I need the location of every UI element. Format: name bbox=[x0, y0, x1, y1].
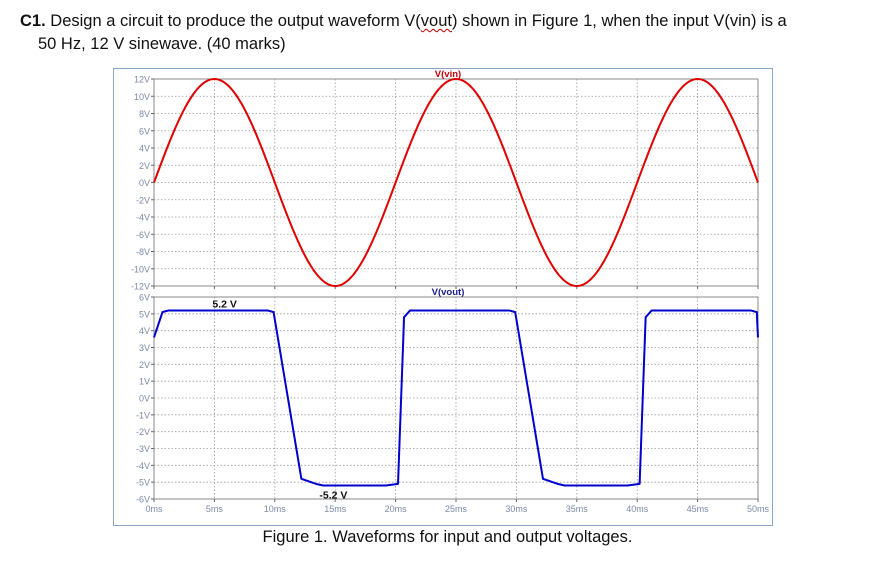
y-tick-label: 4V bbox=[139, 326, 150, 336]
y-tick-label: -6V bbox=[136, 495, 150, 505]
annotation-trough-label: -5.2 V bbox=[319, 490, 347, 502]
y-tick-label: -2V bbox=[136, 195, 150, 205]
y-tick-label: 4V bbox=[139, 144, 150, 154]
y-tick-label: -2V bbox=[136, 427, 150, 437]
x-tick-label: 25ms bbox=[445, 504, 468, 514]
y-tick-label: 5V bbox=[139, 309, 150, 319]
y-tick-label: 10V bbox=[134, 92, 150, 102]
figure-caption: Figure 1. Waveforms for input and output… bbox=[262, 528, 633, 546]
question-line2: 50 Hz, 12 V sinewave. (40 marks) bbox=[38, 35, 286, 53]
y-tick-label: 2V bbox=[139, 360, 150, 370]
x-tick-label: 40ms bbox=[626, 504, 649, 514]
y-tick-label: -10V bbox=[131, 264, 150, 274]
x-tick-label: 5ms bbox=[206, 504, 224, 514]
y-tick-label: -4V bbox=[136, 461, 150, 471]
y-tick-label: -8V bbox=[136, 247, 150, 257]
x-tick-label: 35ms bbox=[566, 504, 589, 514]
question-number: C1. bbox=[20, 12, 46, 30]
y-tick-label: -4V bbox=[136, 213, 150, 223]
y-tick-label: -6V bbox=[136, 230, 150, 240]
y-tick-label: 6V bbox=[139, 293, 150, 303]
x-tick-label: 15ms bbox=[324, 504, 347, 514]
waveform-figure: 12V 10V 8V 6V 4V 2V 0V -2V -4V -6V -8V -10V -12V V(vi… bbox=[113, 68, 773, 526]
question-text: C1. Design a circuit to produce the outp… bbox=[20, 10, 880, 56]
x-tick-label: 10ms bbox=[264, 504, 287, 514]
y-tick-label: -3V bbox=[136, 444, 150, 454]
vout-title: V(vout) bbox=[432, 287, 465, 298]
x-tick-label: 0ms bbox=[145, 504, 163, 514]
y-tick-label: 0V bbox=[139, 178, 150, 188]
y-tick-label: 8V bbox=[139, 109, 150, 119]
vout-series-line bbox=[153, 309, 759, 487]
y-tick-label: 3V bbox=[139, 343, 150, 353]
vin-panel: 12V 10V 8V 6V 4V 2V 0V -2V -4V -6V -8V -10V -12V V(vi… bbox=[131, 69, 759, 292]
y-tick-label: 6V bbox=[139, 126, 150, 136]
annotation-peak-label: 5.2 V bbox=[212, 298, 237, 310]
x-tick-label: 20ms bbox=[385, 504, 408, 514]
y-tick-label: 12V bbox=[134, 75, 150, 85]
y-tick-label: 2V bbox=[139, 161, 150, 171]
question-text-middle: ) shown in Figure 1, when the input V(vi… bbox=[451, 12, 787, 30]
y-tick-label: -1V bbox=[136, 410, 150, 420]
x-tick-label: 50ms bbox=[747, 504, 770, 514]
y-tick-label: 1V bbox=[139, 377, 150, 387]
y-tick-label: 0V bbox=[139, 394, 150, 404]
x-tick-label: 30ms bbox=[505, 504, 528, 514]
waveform-plot: 12V 10V 8V 6V 4V 2V 0V -2V -4V -6V -8V -10V -12V V(vi… bbox=[131, 69, 770, 514]
y-tick-label: -5V bbox=[136, 478, 150, 488]
vout-word: vout bbox=[420, 12, 452, 30]
vin-series-line bbox=[153, 78, 759, 287]
y-tick-label: -12V bbox=[131, 282, 150, 292]
vin-title: V(vin) bbox=[435, 69, 461, 80]
vout-panel: 6V 5V 4V 3V 2V 1V 0V -1V -2V -3V -4V -5V -6V V(vout) bbox=[136, 287, 759, 505]
question-text-before: Design a circuit to produce the output w… bbox=[45, 12, 421, 30]
x-tick-label: 45ms bbox=[687, 504, 710, 514]
